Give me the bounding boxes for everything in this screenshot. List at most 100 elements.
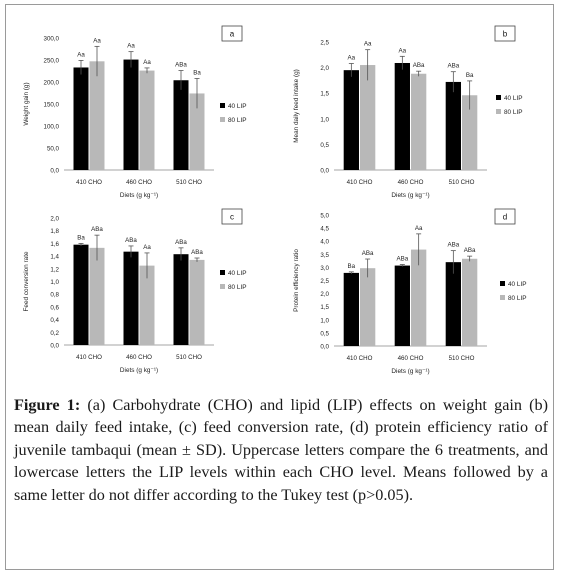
bar-lip40	[445, 81, 461, 170]
legend-swatch	[220, 284, 225, 289]
y-tick-label: 0,0	[50, 168, 59, 175]
y-tick-label: 0,4	[50, 317, 59, 324]
legend-label: 80 LIP	[228, 284, 246, 291]
significance-letter: ABa	[175, 62, 187, 69]
significance-letter: ABa	[91, 226, 103, 233]
bar-lip40	[343, 70, 359, 170]
panel-label-box	[494, 208, 516, 225]
y-tick-label: 150,0	[44, 102, 60, 109]
bar-lip80	[462, 95, 478, 170]
panel-label-box	[221, 208, 243, 225]
x-axis-label: Diets (g kg⁻¹)	[391, 192, 429, 199]
y-tick-label: 1,5	[320, 304, 329, 311]
y-tick-label: 0,8	[50, 292, 59, 299]
significance-letter: Ba	[193, 69, 201, 76]
bar-lip80	[411, 249, 427, 346]
bar-lip80	[411, 73, 427, 170]
y-tick-label: 0,5	[320, 330, 329, 337]
significance-letter: ABa	[447, 63, 459, 70]
x-tick-label: 460 CHO	[398, 179, 424, 186]
x-tick-label: 510 CHO	[449, 179, 475, 186]
bar-lip80	[89, 247, 105, 345]
y-axis-label: Weight gain (g)	[23, 82, 30, 125]
y-tick-label: 4,5	[320, 226, 329, 233]
chart-panel-a: 0,0 50,0 100,0 150,0 200,0 250,0 300,0 Aa Aa 410 …	[23, 25, 246, 199]
panel-label: d	[503, 213, 507, 222]
y-tick-label: 200,0	[44, 80, 60, 87]
significance-letter: Aa	[77, 51, 85, 58]
panel-label: c	[230, 213, 234, 222]
legend-label: 80 LIP	[228, 117, 246, 124]
bar-lip40	[73, 244, 89, 345]
significance-letter: Aa	[127, 43, 135, 50]
x-tick-label: 460 CHO	[126, 354, 152, 361]
figure-frame	[5, 4, 554, 570]
legend-swatch	[496, 95, 501, 100]
bar-lip40	[445, 262, 461, 346]
y-tick-label: 3,0	[320, 265, 329, 272]
panel-label: a	[230, 30, 235, 39]
x-axis-label: Diets (g kg⁻¹)	[120, 367, 158, 374]
y-tick-label: 0,5	[320, 142, 329, 149]
x-axis-label: Diets (g kg⁻¹)	[120, 192, 158, 199]
legend-swatch	[496, 109, 501, 114]
y-tick-label: 0,0	[50, 343, 59, 350]
significance-letter: Aa	[399, 47, 407, 54]
y-tick-label: 0,6	[50, 304, 59, 311]
bar-lip40	[123, 59, 139, 171]
bar-lip80	[89, 61, 105, 170]
x-tick-label: 460 CHO	[126, 179, 152, 186]
significance-letter: Aa	[415, 225, 423, 232]
bar-lip40	[123, 251, 139, 345]
bar-lip40	[394, 265, 410, 346]
y-tick-label: 2,0	[50, 216, 59, 223]
legend-label: 40 LIP	[228, 270, 246, 277]
significance-letter: Ba	[466, 72, 474, 79]
y-tick-label: 5,0	[320, 213, 329, 220]
y-tick-label: 300,0	[44, 36, 60, 43]
y-axis-label: Feed conversion rate	[23, 251, 30, 311]
significance-letter: ABa	[175, 239, 187, 246]
significance-letter: ABa	[125, 237, 137, 244]
x-tick-label: 510 CHO	[176, 354, 202, 361]
y-tick-label: 2,0	[320, 65, 329, 72]
legend-label: 80 LIP	[504, 109, 522, 116]
y-tick-label: 2,5	[320, 278, 329, 285]
significance-letter: Aa	[348, 55, 356, 62]
legend-label: 80 LIP	[508, 295, 526, 302]
x-tick-label: 410 CHO	[347, 355, 373, 362]
bar-lip40	[343, 272, 359, 346]
y-tick-label: 0,0	[320, 168, 329, 175]
y-tick-label: 1,6	[50, 241, 59, 248]
y-tick-label: 1,2	[50, 266, 59, 273]
caption-text: (a) Carbohydrate (CHO) and lipid (LIP) e…	[14, 396, 549, 504]
panel-label: b	[503, 30, 508, 39]
significance-letter: Aa	[364, 41, 372, 48]
significance-letter: ABa	[413, 62, 425, 69]
x-tick-label: 410 CHO	[76, 179, 102, 186]
bar-lip80	[139, 265, 155, 345]
significance-letter: Ba	[77, 234, 85, 241]
bar-lip40	[73, 67, 89, 170]
y-tick-label: 3,5	[320, 252, 329, 259]
chart-panel-b: 0,0 0,5 1,0 1,5 2,0 2,5 Aa Aa 410 CHO Aa ABa 460 CH…	[293, 25, 522, 199]
legend-label: 40 LIP	[228, 103, 246, 110]
bar-lip80	[189, 259, 205, 345]
y-axis-label: Protein efficiency ratio	[293, 249, 300, 312]
bar-lip40	[173, 80, 189, 170]
y-tick-label: 4,0	[320, 239, 329, 246]
legend-swatch	[500, 295, 505, 300]
chart-panel-c: 0,0 0,2 0,4 0,6 0,8 1,0 1,2 1,4 1,6 1,8 2,0 Ba ABa 41…	[23, 208, 246, 374]
significance-letter: Ba	[348, 263, 356, 270]
y-tick-label: 0,0	[320, 344, 329, 351]
y-tick-label: 0,2	[50, 330, 59, 337]
significance-letter: ABa	[464, 247, 476, 254]
legend-swatch	[220, 117, 225, 122]
x-tick-label: 510 CHO	[449, 355, 475, 362]
significance-letter: Aa	[143, 244, 151, 251]
x-tick-label: 460 CHO	[398, 355, 424, 362]
significance-letter: Aa	[143, 59, 151, 66]
y-tick-label: 1,5	[320, 91, 329, 98]
bar-lip40	[394, 62, 410, 170]
y-tick-label: 50,0	[47, 146, 60, 153]
